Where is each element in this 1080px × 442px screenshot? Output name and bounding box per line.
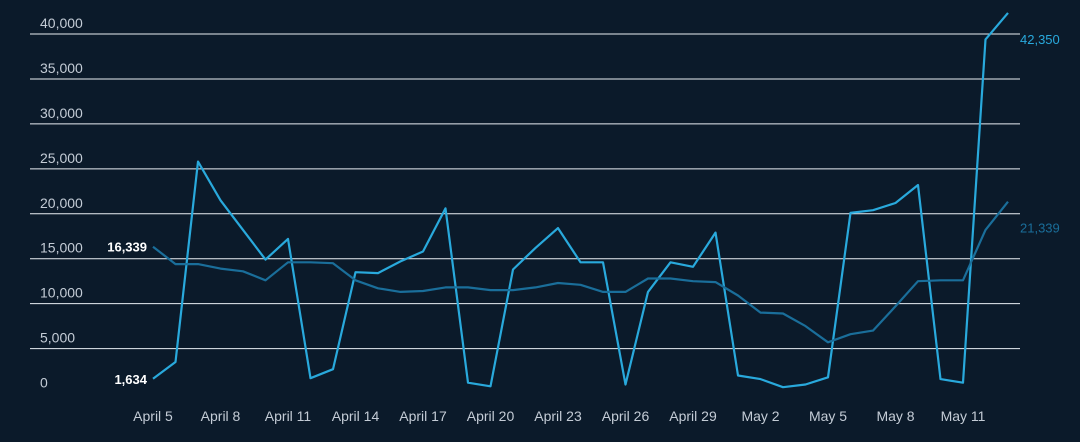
y-tick-label: 40,000 xyxy=(40,15,83,31)
series-start-label: 16,339 xyxy=(107,240,147,255)
x-tick-label: April 11 xyxy=(265,408,312,424)
x-tick-label: April 8 xyxy=(201,408,241,424)
y-tick-label: 30,000 xyxy=(40,105,83,121)
x-tick-label: April 14 xyxy=(332,408,380,424)
x-tick-label: April 20 xyxy=(467,408,515,424)
x-tick-label: May 5 xyxy=(809,408,847,424)
series-end-value: 21,339 xyxy=(1020,221,1060,236)
x-axis-ticks: April 5 April 8 April 11 April 14 April 17 Ap… xyxy=(133,408,985,424)
series-labels: 1,634 42,350 16,339 21,339 xyxy=(106,32,1060,388)
y-tick-label: 35,000 xyxy=(40,60,83,76)
x-tick-label: April 17 xyxy=(399,408,447,424)
y-tick-label: 5,000 xyxy=(40,330,75,346)
x-tick-label: April 29 xyxy=(669,408,717,424)
series-end-value: 42,350 xyxy=(1020,32,1060,47)
x-tick-label: May 2 xyxy=(741,408,779,424)
series-line-2 xyxy=(152,201,1009,344)
series-start-label: 1,634 xyxy=(114,372,147,387)
x-tick-label: April 23 xyxy=(534,408,582,424)
y-tick-label: 10,000 xyxy=(40,285,83,301)
y-tick-label: 15,000 xyxy=(40,240,83,256)
y-tick-label: 20,000 xyxy=(40,195,83,211)
x-tick-label: April 5 xyxy=(133,408,173,424)
grid xyxy=(30,33,1020,350)
x-tick-label: May 8 xyxy=(876,408,914,424)
y-tick-label: 0 xyxy=(40,375,48,391)
y-axis-ticks: 0 5,000 10,000 15,000 20,000 25,000 30,000 35,0… xyxy=(40,15,83,391)
x-tick-label: April 26 xyxy=(602,408,650,424)
series-line-1 xyxy=(152,12,1009,389)
y-tick-label: 25,000 xyxy=(40,150,83,166)
x-tick-label: May 11 xyxy=(941,408,986,424)
series-lines xyxy=(152,12,1009,389)
